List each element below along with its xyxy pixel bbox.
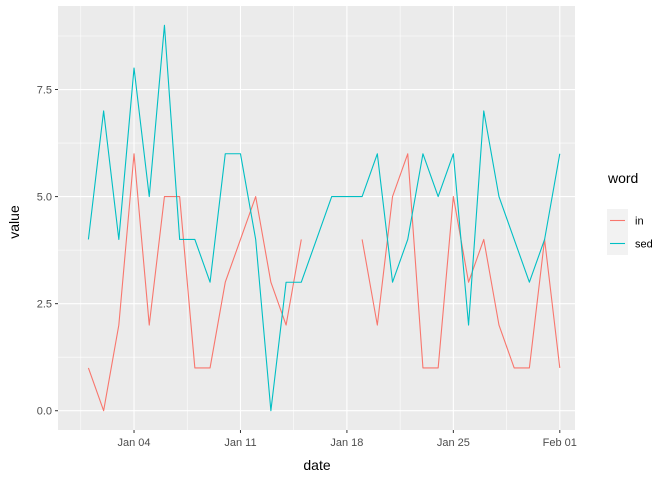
x-tick-label: Jan 04 [118, 437, 151, 449]
y-tick-label: 0.0 [37, 406, 52, 418]
y-axis: 0.0 2.5 5.0 7.5 [37, 85, 58, 418]
legend-label: sed [635, 239, 653, 251]
x-axis-title: date [303, 457, 330, 473]
legend: word in sed [607, 170, 653, 255]
y-tick-label: 5.0 [37, 192, 52, 204]
x-tick-label: Jan 18 [330, 437, 363, 449]
x-axis: Jan 04 Jan 11 Jan 18 Jan 25 Feb 01 [118, 430, 577, 449]
legend-label: in [635, 216, 644, 228]
legend-item-in: in [607, 209, 644, 232]
panel-background [58, 6, 575, 430]
x-tick-label: Feb 01 [543, 437, 577, 449]
series-line-sed [87, 24, 561, 412]
y-tick-label: 7.5 [37, 85, 52, 97]
series-sed [87, 24, 561, 412]
x-tick-label: Jan 11 [224, 437, 256, 449]
legend-title: word [607, 170, 638, 186]
y-tick-label: 2.5 [37, 299, 52, 311]
legend-item-sed: sed [607, 232, 653, 255]
y-axis-title: value [6, 205, 22, 239]
plot-panel [58, 6, 575, 430]
x-tick-label: Jan 25 [437, 437, 470, 449]
